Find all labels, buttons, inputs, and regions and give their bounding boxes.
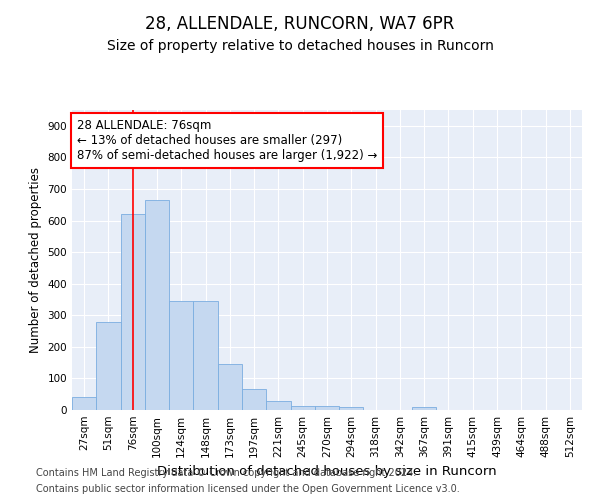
Bar <box>412 408 436 410</box>
Text: Size of property relative to detached houses in Runcorn: Size of property relative to detached ho… <box>107 39 493 53</box>
Bar <box>315 406 339 410</box>
Bar <box>266 402 290 410</box>
Text: 28, ALLENDALE, RUNCORN, WA7 6PR: 28, ALLENDALE, RUNCORN, WA7 6PR <box>145 15 455 33</box>
Y-axis label: Number of detached properties: Number of detached properties <box>29 167 42 353</box>
Text: Contains public sector information licensed under the Open Government Licence v3: Contains public sector information licen… <box>36 484 460 494</box>
Text: 28 ALLENDALE: 76sqm
← 13% of detached houses are smaller (297)
87% of semi-detac: 28 ALLENDALE: 76sqm ← 13% of detached ho… <box>77 119 377 162</box>
Bar <box>242 390 266 410</box>
Bar <box>72 398 96 410</box>
Text: Contains HM Land Registry data © Crown copyright and database right 2024.: Contains HM Land Registry data © Crown c… <box>36 468 416 477</box>
Bar <box>193 301 218 410</box>
Bar <box>121 214 145 410</box>
Bar <box>169 301 193 410</box>
Bar <box>218 364 242 410</box>
Bar <box>290 406 315 410</box>
Bar <box>145 200 169 410</box>
Bar <box>339 407 364 410</box>
Bar <box>96 322 121 410</box>
X-axis label: Distribution of detached houses by size in Runcorn: Distribution of detached houses by size … <box>157 466 497 478</box>
